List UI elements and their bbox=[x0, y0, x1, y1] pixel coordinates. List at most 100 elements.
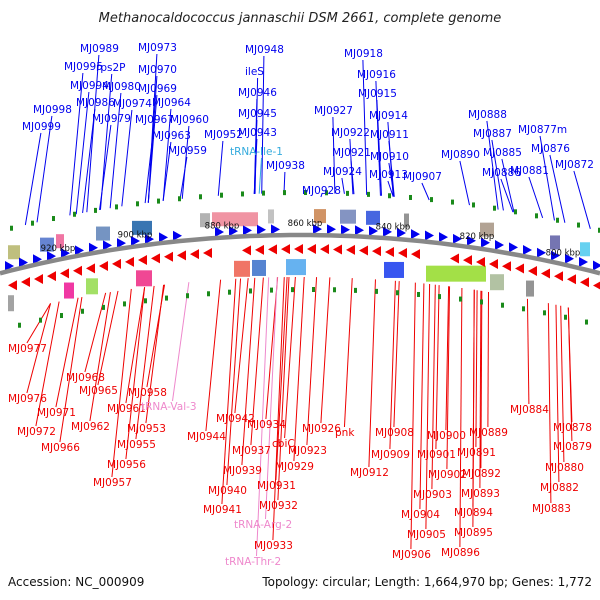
gene-label-mj0989[interactable]: MJ0989 bbox=[80, 43, 119, 55]
gene-label-mj0943[interactable]: MJ0943 bbox=[238, 127, 277, 139]
gene-label-mj0907[interactable]: MJ0907 bbox=[403, 171, 442, 183]
gene-label-mj0965[interactable]: MJ0965 bbox=[79, 385, 118, 397]
gene-label-trna-arg-2[interactable]: tRNA-Arg-2 bbox=[234, 519, 292, 531]
gene-label-mj0883[interactable]: MJ0883 bbox=[532, 503, 571, 515]
gene-label-mj0962[interactable]: MJ0962 bbox=[71, 421, 110, 433]
gene-label-mj0923[interactable]: MJ0923 bbox=[288, 445, 327, 457]
gene-label-mj0928[interactable]: MJ0928 bbox=[302, 185, 341, 197]
gene-label-mj0913[interactable]: MJ0913 bbox=[369, 169, 408, 181]
gene-label-mj0994[interactable]: MJ0994 bbox=[70, 80, 109, 92]
gene-label-mj0911[interactable]: MJ0911 bbox=[370, 129, 409, 141]
gene-label-mj0880[interactable]: MJ0880 bbox=[545, 462, 584, 474]
gene-label-mj0970[interactable]: MJ0970 bbox=[138, 64, 177, 76]
gene-label-mj0902[interactable]: MJ0902 bbox=[428, 469, 467, 481]
gene-label-mj0945[interactable]: MJ0945 bbox=[238, 108, 277, 120]
gene-label-mj0966[interactable]: MJ0966 bbox=[41, 442, 80, 454]
gene-label-mj0948[interactable]: MJ0948 bbox=[245, 44, 284, 56]
gene-label-mj0977[interactable]: MJ0977 bbox=[8, 343, 47, 355]
gene-label-mj0915[interactable]: MJ0915 bbox=[358, 88, 397, 100]
gene-label-mj0964[interactable]: MJ0964 bbox=[152, 97, 191, 109]
gene-label-mj0879[interactable]: MJ0879 bbox=[553, 441, 592, 453]
gene-label-mj0956[interactable]: MJ0956 bbox=[107, 459, 146, 471]
gene-label-mj0906[interactable]: MJ0906 bbox=[392, 549, 431, 561]
gene-label-mj0904[interactable]: MJ0904 bbox=[401, 509, 440, 521]
gene-label-mj0980[interactable]: MJ0980 bbox=[102, 81, 141, 93]
gene-label-mj0893[interactable]: MJ0893 bbox=[461, 488, 500, 500]
gene-label-mj0937[interactable]: MJ0937 bbox=[232, 445, 271, 457]
gene-label-mj0892[interactable]: MJ0892 bbox=[462, 468, 501, 480]
gene-label-mj0963[interactable]: MJ0963 bbox=[152, 130, 191, 142]
gene-label-mj0876[interactable]: MJ0876 bbox=[531, 143, 570, 155]
gene-label-mj0901[interactable]: MJ0901 bbox=[417, 449, 456, 461]
gene-label-mj0903[interactable]: MJ0903 bbox=[413, 489, 452, 501]
gene-label-mj0942[interactable]: MJ0942 bbox=[216, 413, 255, 425]
gene-label-mj0960[interactable]: MJ0960 bbox=[170, 114, 209, 126]
gene-label-mj0878[interactable]: MJ0878 bbox=[553, 422, 592, 434]
gene-label-mj0973[interactable]: MJ0973 bbox=[138, 42, 177, 54]
gene-label-mj0929[interactable]: MJ0929 bbox=[275, 461, 314, 473]
gene-label-mj0888[interactable]: MJ0888 bbox=[468, 109, 507, 121]
gene-label-mj0927[interactable]: MJ0927 bbox=[314, 105, 353, 117]
gene-label-mj0895[interactable]: MJ0895 bbox=[454, 527, 493, 539]
gene-label-mj0974[interactable]: MJ0974 bbox=[113, 98, 152, 110]
gene-label-mj0918[interactable]: MJ0918 bbox=[344, 48, 383, 60]
gene-label-trna-val-3[interactable]: tRNA-Val-3 bbox=[141, 401, 197, 413]
gene-label-mj0886[interactable]: MJ0886 bbox=[482, 167, 521, 179]
gene-label-mj0916[interactable]: MJ0916 bbox=[357, 69, 396, 81]
gene-label-mj0894[interactable]: MJ0894 bbox=[454, 507, 493, 519]
gene-label-mj0998[interactable]: MJ0998 bbox=[33, 104, 72, 116]
gene-label-mj0939[interactable]: MJ0939 bbox=[223, 465, 262, 477]
gene-label-mj0946[interactable]: MJ0946 bbox=[238, 87, 277, 99]
gene-label-mj0908[interactable]: MJ0908 bbox=[375, 427, 414, 439]
gene-label-mj0972[interactable]: MJ0972 bbox=[17, 426, 56, 438]
gene-label-mj0931[interactable]: MJ0931 bbox=[257, 480, 296, 492]
gene-label-mj0889[interactable]: MJ0889 bbox=[469, 427, 508, 439]
gene-label-mj0952[interactable]: MJ0952 bbox=[204, 129, 243, 141]
gene-label-mj0955[interactable]: MJ0955 bbox=[117, 439, 156, 451]
gene-label-pnk[interactable]: pnk bbox=[335, 427, 355, 439]
gene-label-mj0926[interactable]: MJ0926 bbox=[302, 423, 341, 435]
gene-label-mj0910[interactable]: MJ0910 bbox=[370, 151, 409, 163]
gene-label-mj0941[interactable]: MJ0941 bbox=[203, 504, 242, 516]
gene-label-mj0934[interactable]: MJ0934 bbox=[247, 419, 286, 431]
gene-label-mj0967[interactable]: MJ0967 bbox=[135, 114, 174, 126]
gene-label-mj0890[interactable]: MJ0890 bbox=[441, 149, 480, 161]
gene-label-cbic[interactable]: cbiC bbox=[272, 438, 295, 450]
gene-label-mj0976[interactable]: MJ0976 bbox=[8, 393, 47, 405]
gene-label-mj0905[interactable]: MJ0905 bbox=[407, 529, 446, 541]
gene-label-mj0872[interactable]: MJ0872 bbox=[555, 159, 594, 171]
gene-label-mj0884[interactable]: MJ0884 bbox=[510, 404, 549, 416]
gene-label-mj0986[interactable]: MJ0986 bbox=[76, 97, 115, 109]
gene-label-mj0900[interactable]: MJ0900 bbox=[427, 430, 466, 442]
gene-label-mj0958[interactable]: MJ0958 bbox=[128, 387, 167, 399]
gene-label-mj0932[interactable]: MJ0932 bbox=[259, 500, 298, 512]
gene-label-mj0933[interactable]: MJ0933 bbox=[254, 540, 293, 552]
gene-label-mj0959[interactable]: MJ0959 bbox=[168, 145, 207, 157]
gene-label-mj0881[interactable]: MJ0881 bbox=[510, 165, 549, 177]
gene-label-trna-ile-1[interactable]: tRNA-Ile-1 bbox=[230, 146, 283, 158]
gene-label-mj0891[interactable]: MJ0891 bbox=[457, 447, 496, 459]
gene-label-mj0944[interactable]: MJ0944 bbox=[187, 431, 226, 443]
gene-label-mj0912[interactable]: MJ0912 bbox=[350, 467, 389, 479]
gene-label-mj0968[interactable]: MJ0968 bbox=[66, 372, 105, 384]
gene-label-mj0909[interactable]: MJ0909 bbox=[371, 449, 410, 461]
gene-label-trna-thr-2[interactable]: tRNA-Thr-2 bbox=[225, 556, 281, 568]
gene-label-mj0887[interactable]: MJ0887 bbox=[473, 128, 512, 140]
gene-label-mj0885[interactable]: MJ0885 bbox=[483, 147, 522, 159]
gene-label-mj0969[interactable]: MJ0969 bbox=[138, 83, 177, 95]
gene-label-mj0938[interactable]: MJ0938 bbox=[266, 160, 305, 172]
gene-label-mj0922[interactable]: MJ0922 bbox=[331, 127, 370, 139]
gene-label-mj0961[interactable]: MJ0961 bbox=[107, 403, 146, 415]
gene-label-mj0979[interactable]: MJ0979 bbox=[92, 113, 131, 125]
gene-label-mj0877m[interactable]: MJ0877m bbox=[518, 124, 567, 136]
gene-label-mj0940[interactable]: MJ0940 bbox=[208, 485, 247, 497]
gene-label-mj0953[interactable]: MJ0953 bbox=[127, 423, 166, 435]
gene-label-mj0924[interactable]: MJ0924 bbox=[323, 166, 362, 178]
gene-label-mj0896[interactable]: MJ0896 bbox=[441, 547, 480, 559]
gene-label-mj0914[interactable]: MJ0914 bbox=[369, 110, 408, 122]
gene-label-mj0995[interactable]: MJ0995 bbox=[64, 61, 103, 73]
gene-label-mj0921[interactable]: MJ0921 bbox=[332, 147, 371, 159]
gene-label-iles[interactable]: ileS bbox=[245, 66, 264, 78]
gene-label-mj0957[interactable]: MJ0957 bbox=[93, 477, 132, 489]
gene-label-rps2p[interactable]: rps2P bbox=[96, 62, 125, 74]
